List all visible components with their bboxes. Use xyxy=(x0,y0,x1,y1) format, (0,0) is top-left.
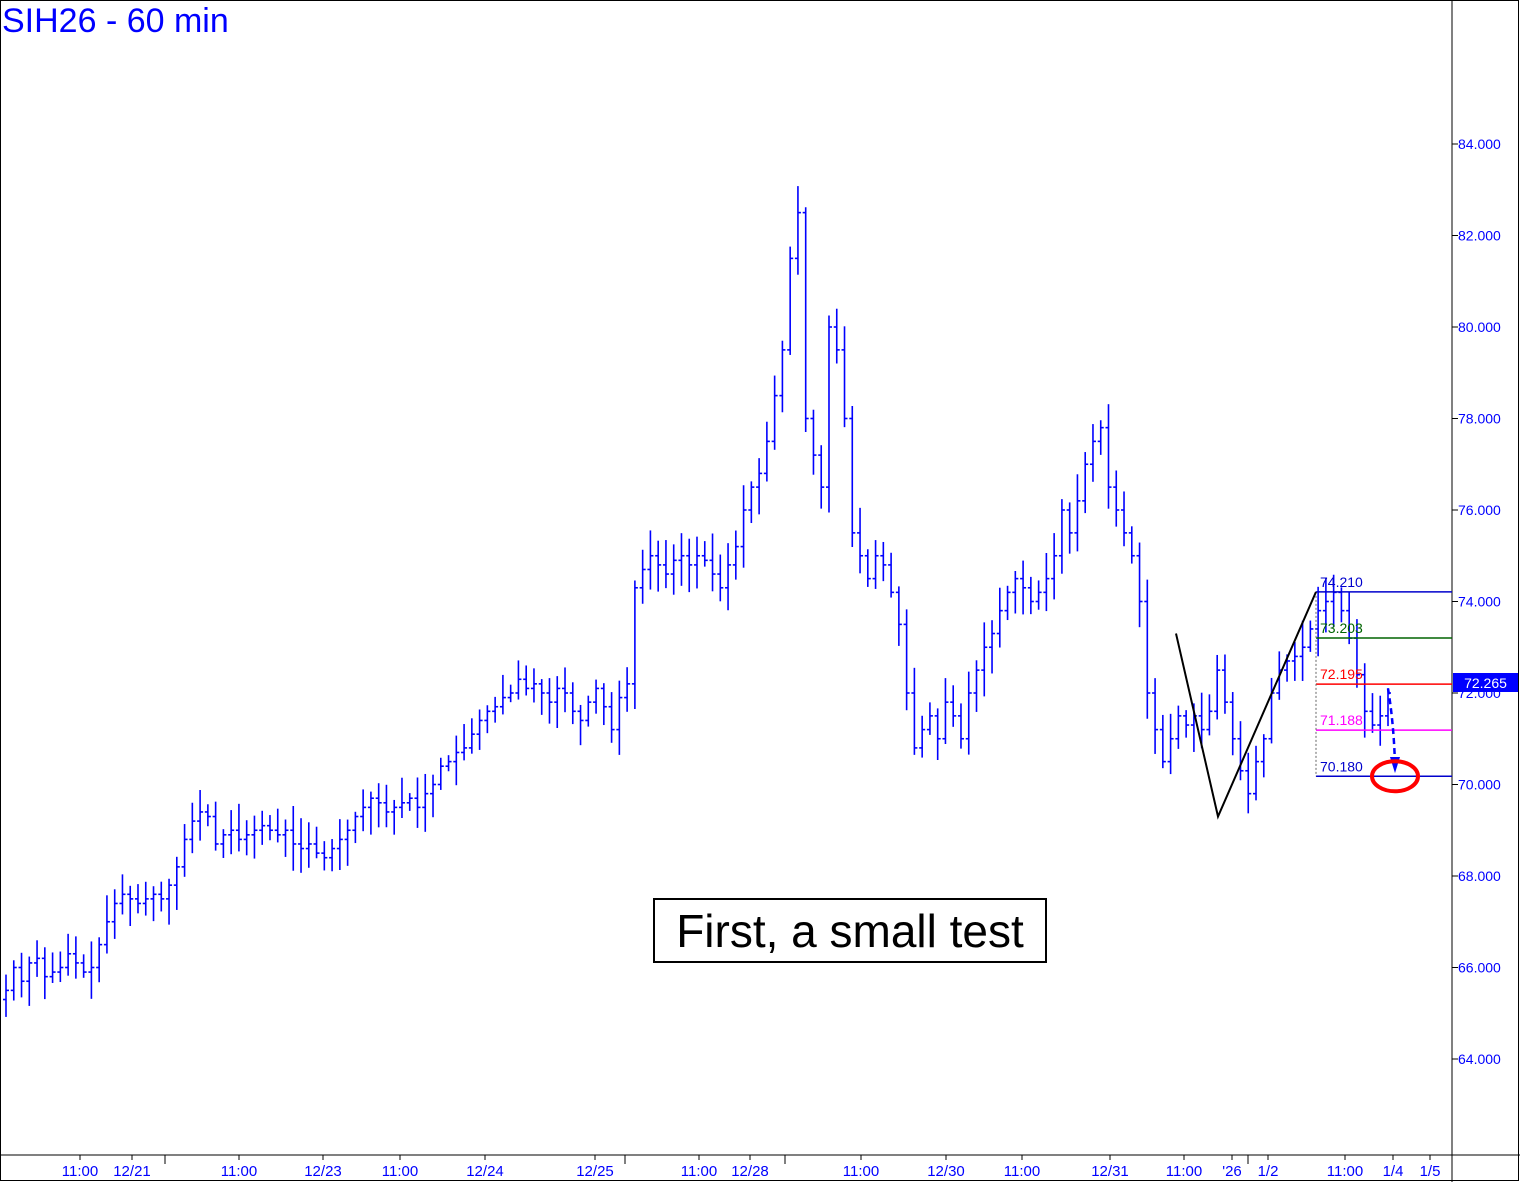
x-tick-label: 12/21 xyxy=(113,1163,151,1180)
projected-path xyxy=(1370,688,1420,794)
annotation-box: First, a small test xyxy=(653,898,1047,963)
x-axis: 11:00 12/21 11:00 12/23 11:00 12/24 12/25 11:00… xyxy=(62,1155,1441,1180)
y-tick-label: 84.000 xyxy=(1458,136,1501,152)
target-circle xyxy=(1370,759,1420,794)
x-tick-label: '26 xyxy=(1222,1163,1242,1180)
abc-pattern xyxy=(1175,591,1317,820)
ohlc-series xyxy=(3,186,1391,1017)
y-tick-label: 80.000 xyxy=(1458,319,1501,335)
x-tick-label: 11:00 xyxy=(1327,1163,1363,1180)
x-tick-label: 11:00 xyxy=(62,1163,98,1180)
x-tick-label: 12/30 xyxy=(927,1163,965,1180)
y-tick-label: 78.000 xyxy=(1458,411,1501,427)
x-tick-label: 12/23 xyxy=(304,1163,342,1180)
level-label: 72.195 xyxy=(1320,666,1363,682)
y-tick-label: 82.000 xyxy=(1458,228,1501,244)
x-tick-label: 11:00 xyxy=(681,1163,717,1180)
level-label: 74.210 xyxy=(1320,574,1363,590)
x-tick-label: 11:00 xyxy=(1004,1163,1040,1180)
x-tick-label: 1/4 xyxy=(1383,1163,1404,1180)
y-tick-label: 76.000 xyxy=(1458,502,1501,518)
abc-pattern-lines xyxy=(1175,591,1317,820)
x-tick-label: 11:00 xyxy=(382,1163,418,1180)
x-tick-label: 11:00 xyxy=(221,1163,257,1180)
y-tick-label: 64.000 xyxy=(1458,1051,1501,1067)
level-label: 73.203 xyxy=(1320,620,1363,636)
y-tick-label: 68.000 xyxy=(1458,868,1501,884)
x-tick-label: 1/5 xyxy=(1420,1163,1441,1180)
chart-title: SIH26 - 60 min xyxy=(2,2,229,40)
x-tick-label: 12/24 xyxy=(466,1163,504,1180)
x-tick-label: 11:00 xyxy=(843,1163,879,1180)
y-tick-label: 66.000 xyxy=(1458,960,1501,976)
x-tick-label: 1/2 xyxy=(1258,1163,1279,1180)
level-label: 70.180 xyxy=(1320,758,1363,774)
x-tick-label: 11:00 xyxy=(1166,1163,1202,1180)
y-tick-label: 74.000 xyxy=(1458,594,1501,610)
last-price-marker: 72.265 xyxy=(1453,673,1518,692)
y-axis: 84.00082.00080.00078.00076.00074.00072.0… xyxy=(1452,136,1501,1067)
x-tick-label: 12/28 xyxy=(731,1163,769,1180)
x-tick-label: 12/31 xyxy=(1091,1163,1129,1180)
x-tick-label: 12/25 xyxy=(576,1163,614,1180)
level-label: 71.188 xyxy=(1320,712,1363,728)
projection-arrow xyxy=(1386,688,1397,767)
target-levels: 74.210 73.203 72.195 71.188 70.180 xyxy=(1315,574,1452,778)
y-tick-label: 70.000 xyxy=(1458,777,1501,793)
